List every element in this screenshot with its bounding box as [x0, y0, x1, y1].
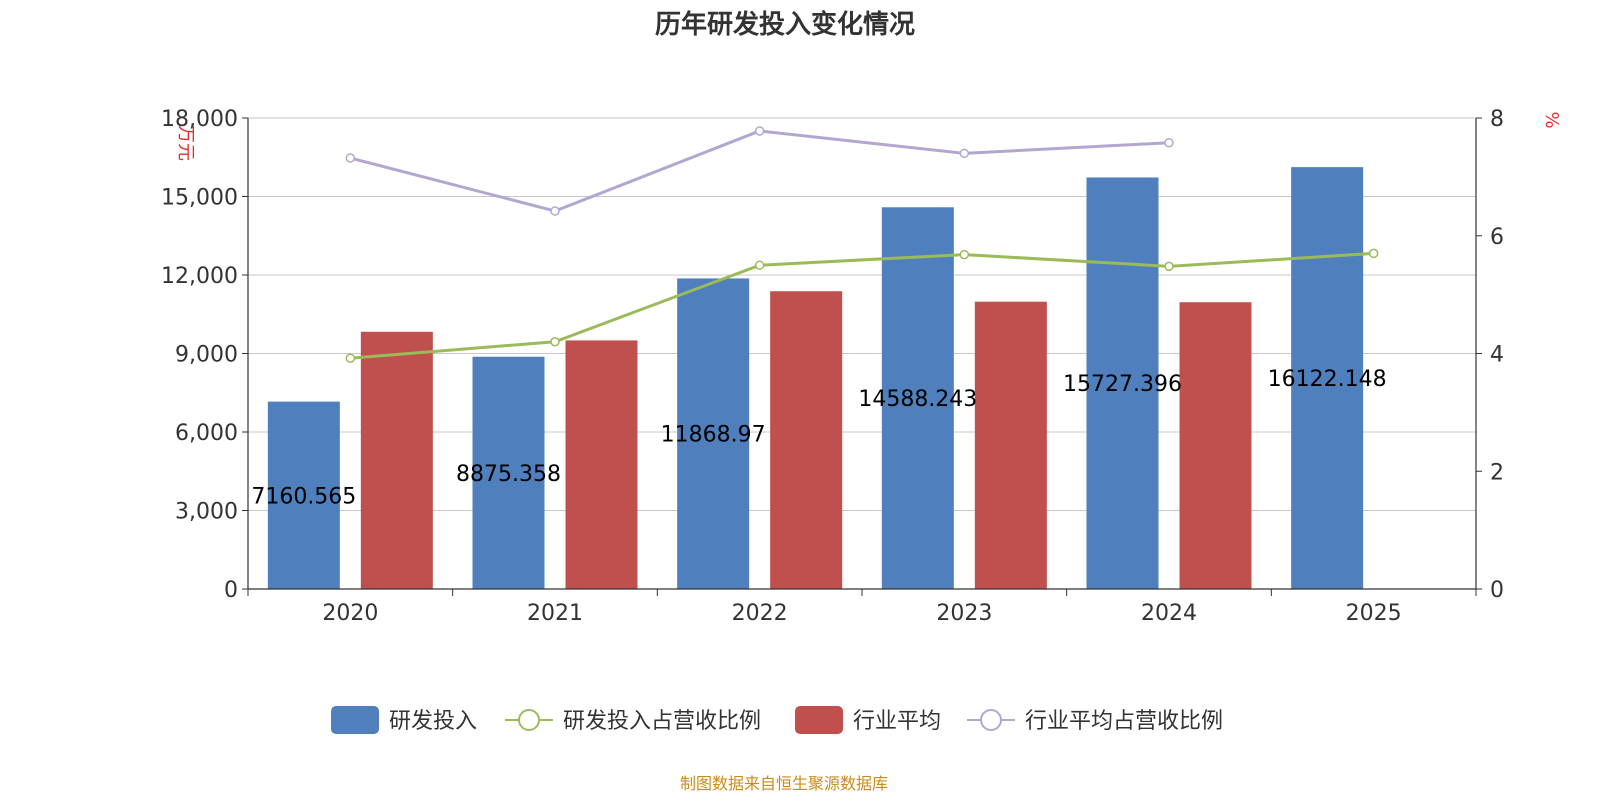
- y-left-tick-label: 18,000: [161, 107, 238, 132]
- x-tick-label: 2024: [1141, 601, 1197, 626]
- x-tick-label: 2023: [936, 601, 992, 626]
- bar-industry-2022: [770, 291, 843, 589]
- bar-industry-2020: [360, 331, 433, 589]
- y-left-tick-label: 12,000: [161, 264, 238, 289]
- y-left-tick-label: 3,000: [175, 500, 238, 525]
- legend-marker-行业平均占营收比例: [980, 709, 1002, 731]
- line-point: [550, 206, 560, 216]
- legend-swatch-行业平均: [795, 706, 843, 734]
- line-point: [1164, 137, 1174, 148]
- x-tick-label: 2020: [322, 601, 378, 626]
- bar-rd-2020: [267, 401, 340, 589]
- bar-value-label: 7160.565: [251, 484, 356, 509]
- bar-value-label: 8875.358: [456, 462, 561, 487]
- bar-rd-2021: [472, 356, 545, 589]
- bar-rd-2025: [1291, 167, 1364, 589]
- bar-industry-2023: [974, 301, 1047, 589]
- bar-industry-2021: [565, 340, 638, 589]
- y-left-tick-label: 6,000: [175, 421, 238, 446]
- bar-value-label: 16122.148: [1268, 367, 1387, 392]
- x-tick-label: 2022: [732, 601, 788, 626]
- legend-marker-研发投入占营收比例: [518, 709, 540, 731]
- line-point: [754, 260, 765, 270]
- y-right-unit: %: [1541, 111, 1562, 128]
- line-point: [345, 353, 356, 363]
- source-note: 制图数据来自恒生聚源数据库: [680, 774, 888, 793]
- legend-label: 行业平均: [853, 709, 941, 734]
- lines: [345, 126, 1379, 363]
- line-point: [959, 249, 970, 260]
- y-right-tick-label: 0: [1490, 578, 1504, 603]
- chart-title: 历年研发投入变化情况: [655, 9, 915, 40]
- line-point: [550, 336, 560, 347]
- y-right-tick-label: 6: [1490, 225, 1504, 250]
- bar-industry-2024: [1179, 302, 1252, 589]
- bar-rd-2024: [1086, 177, 1159, 589]
- x-tick-label: 2025: [1346, 601, 1402, 626]
- y-right-tick-label: 8: [1490, 107, 1504, 132]
- y-right-tick-label: 2: [1490, 460, 1504, 485]
- legend-label: 研发投入: [389, 709, 477, 734]
- y-left-tick-label: 15,000: [161, 186, 238, 211]
- bar-rd-2022: [677, 278, 750, 589]
- y-left-unit: 万元: [175, 125, 196, 161]
- line-point: [1368, 248, 1379, 259]
- line-研发投入占营收比例: [350, 251, 1374, 360]
- y-right-tick-label: 4: [1490, 343, 1504, 368]
- legend-swatch-研发投入: [331, 706, 379, 734]
- y-left-tick-label: 9,000: [175, 343, 238, 368]
- legend-label: 研发投入占营收比例: [563, 709, 761, 734]
- line-point: [345, 153, 356, 163]
- line-行业平均占营收比例: [349, 129, 1170, 213]
- bar-value-label: 15727.396: [1063, 372, 1182, 397]
- gridlines: [248, 117, 1476, 511]
- x-tick-label: 2021: [527, 601, 583, 626]
- bar-rd-2023: [881, 207, 954, 590]
- axes: 0 3,000 6,000 9,000 12,000 15,000 18,000 0 2 4 6 8 2…: [161, 107, 1504, 626]
- line-point: [754, 126, 765, 136]
- legend: 研发投入 研发投入占营收比例 行业平均 行业平均占营收比例: [331, 706, 1223, 734]
- legend-label: 行业平均占营收比例: [1025, 709, 1223, 734]
- data-labels: 7160.565 8875.358 11868.97 14588.243 15727.3…: [251, 367, 1386, 509]
- line-point: [1164, 261, 1174, 272]
- bar-value-label: 14588.243: [858, 387, 977, 412]
- bar-value-label: 11868.97: [661, 423, 766, 448]
- y-left-tick-label: 0: [224, 578, 238, 603]
- bars: [267, 167, 1364, 590]
- line-point: [959, 148, 970, 159]
